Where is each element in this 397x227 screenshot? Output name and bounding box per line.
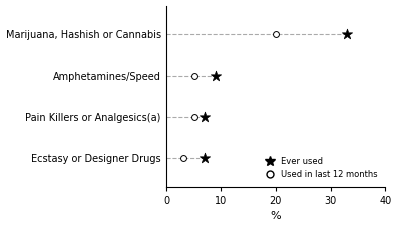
Point [201, 156, 208, 160]
Point [344, 33, 350, 36]
Point [273, 33, 279, 36]
Point [191, 115, 197, 119]
Point [201, 115, 208, 119]
Point [179, 156, 186, 160]
Point [212, 74, 219, 77]
X-axis label: %: % [270, 211, 281, 222]
Legend: Ever used, Used in last 12 months: Ever used, Used in last 12 months [259, 154, 381, 183]
Point [191, 74, 197, 77]
